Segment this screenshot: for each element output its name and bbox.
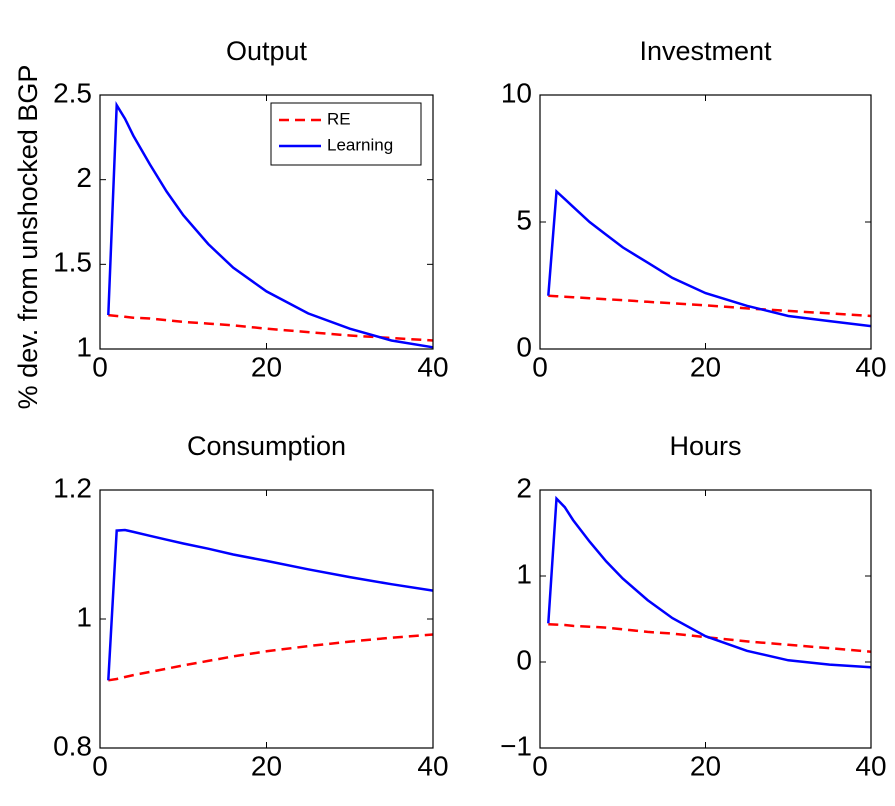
- y-tick-label: 0.8: [53, 730, 92, 761]
- series-line: [548, 622, 872, 653]
- y-tick-label: −1: [500, 730, 532, 761]
- x-tick-label: 20: [690, 351, 721, 382]
- y-tick-label: 0: [516, 331, 532, 362]
- x-tick-label: 40: [417, 351, 448, 382]
- y-tick-label: 10: [501, 77, 532, 108]
- x-tick-label: 40: [855, 750, 886, 781]
- x-tick-label: 0: [92, 750, 108, 781]
- series-line: [107, 101, 434, 349]
- legend-box: [270, 102, 422, 166]
- axes-box: [99, 94, 434, 350]
- x-tick-label: 0: [92, 351, 108, 382]
- y-tick-label: 1: [76, 331, 92, 362]
- axes-box: [539, 94, 872, 350]
- axes-box: [539, 489, 872, 749]
- y-tick-label: 1.5: [53, 247, 92, 278]
- series-line: [108, 313, 434, 342]
- subplot-title: Consumption: [187, 431, 346, 461]
- series-line: [108, 633, 434, 682]
- x-tick-label: 20: [251, 351, 282, 382]
- y-tick-label: 1.2: [53, 472, 92, 503]
- series-line: [547, 495, 872, 669]
- y-tick-label: 1: [76, 601, 92, 632]
- y-tick-label: 2.5: [53, 77, 92, 108]
- subplot-title: Investment: [639, 36, 772, 66]
- subplot-title: Output: [226, 36, 308, 66]
- series-line: [548, 294, 872, 318]
- x-tick-label: 40: [855, 351, 886, 382]
- x-tick-label: 20: [690, 750, 721, 781]
- legend-label: Learning: [327, 135, 393, 154]
- y-tick-label: 2: [76, 162, 92, 193]
- y-tick-label: 2: [516, 472, 532, 503]
- series-line: [107, 528, 434, 681]
- subplot-title: Hours: [669, 431, 741, 461]
- y-tick-label: 5: [516, 204, 532, 235]
- legend-label: RE: [327, 109, 351, 128]
- y-tick-label: 1: [516, 558, 532, 589]
- series-line: [547, 188, 872, 328]
- y-tick-label: 0: [516, 644, 532, 675]
- x-tick-label: 20: [251, 750, 282, 781]
- x-tick-label: 0: [532, 351, 548, 382]
- axes-box: [99, 489, 434, 749]
- x-tick-label: 0: [532, 750, 548, 781]
- y-axis-label: % dev. from unshocked BGP: [13, 65, 43, 410]
- x-tick-label: 40: [417, 750, 448, 781]
